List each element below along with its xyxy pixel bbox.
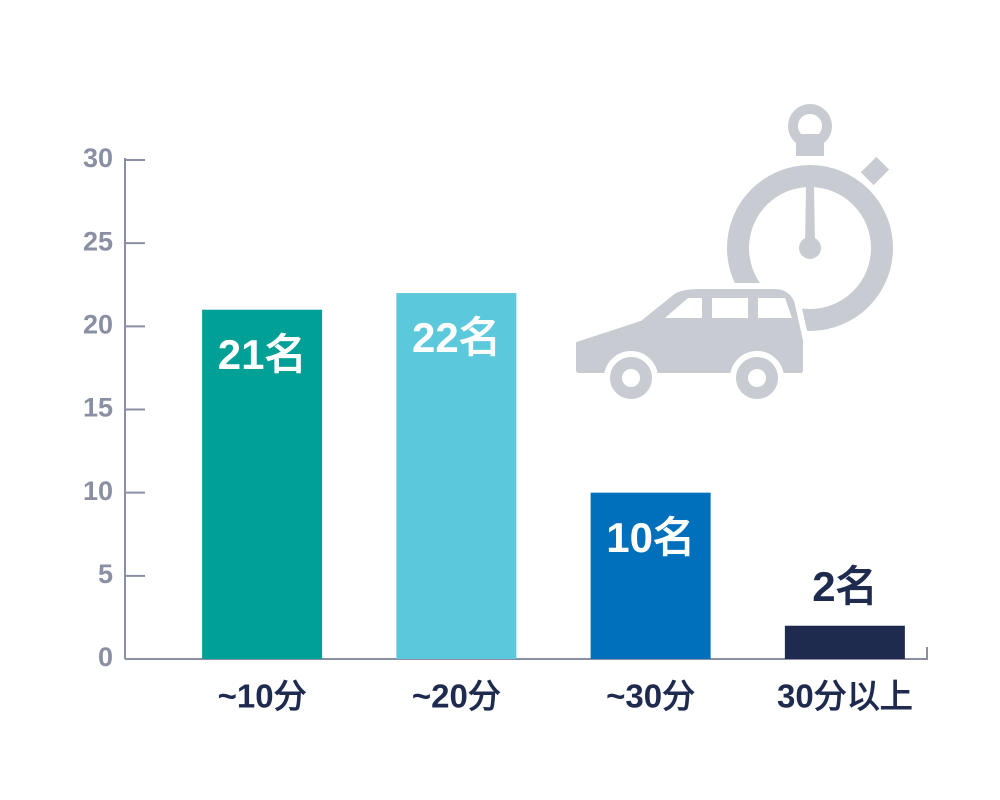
- x-tick-label: ~30分: [606, 678, 695, 715]
- y-tick-label: 0: [98, 642, 113, 672]
- value-label: 2名: [812, 563, 877, 610]
- x-tick-label: ~20分: [412, 678, 501, 715]
- y-tick-label: 25: [83, 226, 113, 256]
- value-label: 22名: [412, 314, 501, 361]
- x-tick-label: ~10分: [218, 678, 307, 715]
- y-tick-label: 20: [83, 309, 113, 339]
- value-label: 21名: [218, 331, 307, 378]
- bar: [590, 492, 711, 659]
- x-tick-label: 30分以上: [777, 678, 913, 715]
- y-tick-label: 10: [83, 476, 113, 506]
- y-tick-label: 30: [83, 143, 113, 173]
- bar: [784, 625, 905, 659]
- bar: [202, 309, 323, 659]
- bar: [396, 293, 517, 659]
- stopwatch-car-icon: [570, 104, 893, 405]
- value-label: 10名: [606, 514, 695, 561]
- y-tick-label: 15: [83, 393, 113, 423]
- y-tick-label: 5: [98, 559, 113, 589]
